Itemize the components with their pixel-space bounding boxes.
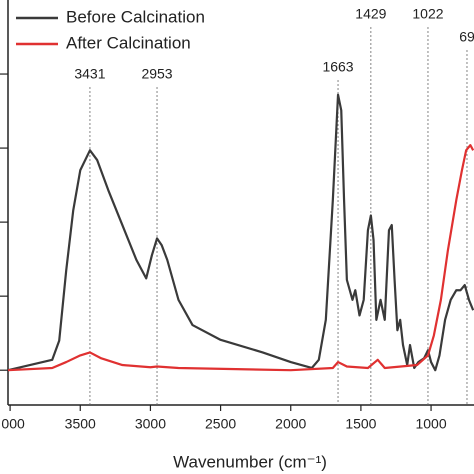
x-tick-label: 1000 (415, 416, 446, 432)
legend-label: Before Calcination (66, 7, 205, 26)
peak-label: 3431 (74, 66, 105, 82)
peak-label: 2953 (141, 66, 172, 82)
peak-label: 1663 (322, 59, 353, 75)
x-axis-title: Wavenumber (cm⁻¹) (173, 452, 327, 471)
peak-label: 1429 (355, 6, 386, 22)
legend-label: After Calcination (66, 33, 191, 52)
spectrum-line (7, 144, 474, 372)
x-tick-label: 000 (1, 416, 25, 432)
peak-label: 1022 (412, 6, 443, 22)
x-tick-label: 1500 (345, 416, 376, 432)
x-tick-label: 2500 (205, 416, 236, 432)
x-tick-label: 3000 (135, 416, 166, 432)
x-tick-label: 2000 (275, 416, 306, 432)
peak-label: 69 (459, 29, 474, 45)
spectrum-line (7, 93, 474, 372)
x-tick-label: 3500 (65, 416, 96, 432)
